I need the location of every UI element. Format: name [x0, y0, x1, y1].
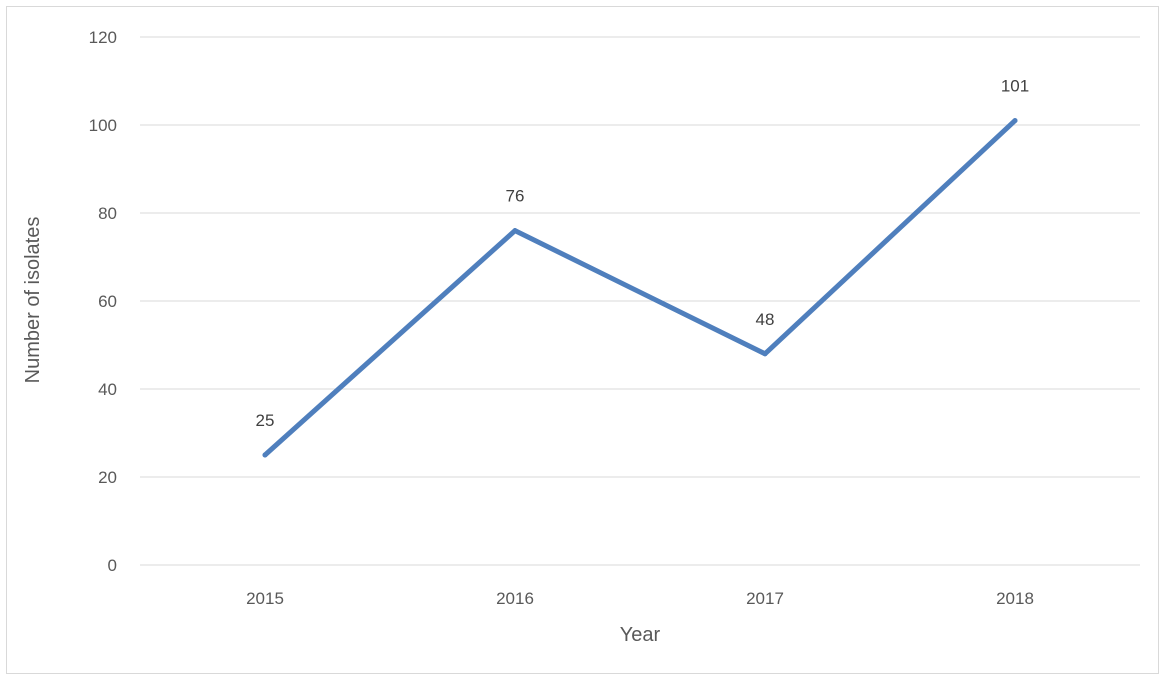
y-tick-label: 60	[98, 292, 117, 311]
data-label: 101	[1001, 77, 1029, 96]
y-tick-label: 20	[98, 468, 117, 487]
data-point	[763, 351, 768, 356]
data-label: 76	[506, 187, 525, 206]
gridlines	[140, 37, 1140, 565]
data-point	[263, 453, 268, 458]
series-lines	[263, 118, 1018, 457]
x-tick-label: 2015	[246, 589, 284, 608]
y-tick-label: 40	[98, 380, 117, 399]
y-tick-labels: 0 20 40 60 80 100 120	[89, 28, 117, 575]
x-axis-title: Year	[620, 624, 661, 646]
x-tick-label: 2018	[996, 589, 1034, 608]
data-labels: 25 76 48 101	[256, 77, 1030, 430]
x-tick-labels: 2015 2016 2017 2018	[246, 589, 1034, 608]
data-label: 48	[756, 310, 775, 329]
data-point	[513, 228, 518, 233]
y-tick-label: 0	[108, 556, 117, 575]
x-tick-label: 2017	[746, 589, 784, 608]
data-point	[1013, 118, 1018, 123]
series-line	[265, 121, 1015, 455]
x-tick-label: 2016	[496, 589, 534, 608]
y-tick-label: 80	[98, 204, 117, 223]
y-tick-label: 120	[89, 28, 117, 47]
y-tick-label: 100	[89, 116, 117, 135]
data-label: 25	[256, 411, 275, 430]
y-axis-title: Number of isolates	[22, 217, 44, 384]
